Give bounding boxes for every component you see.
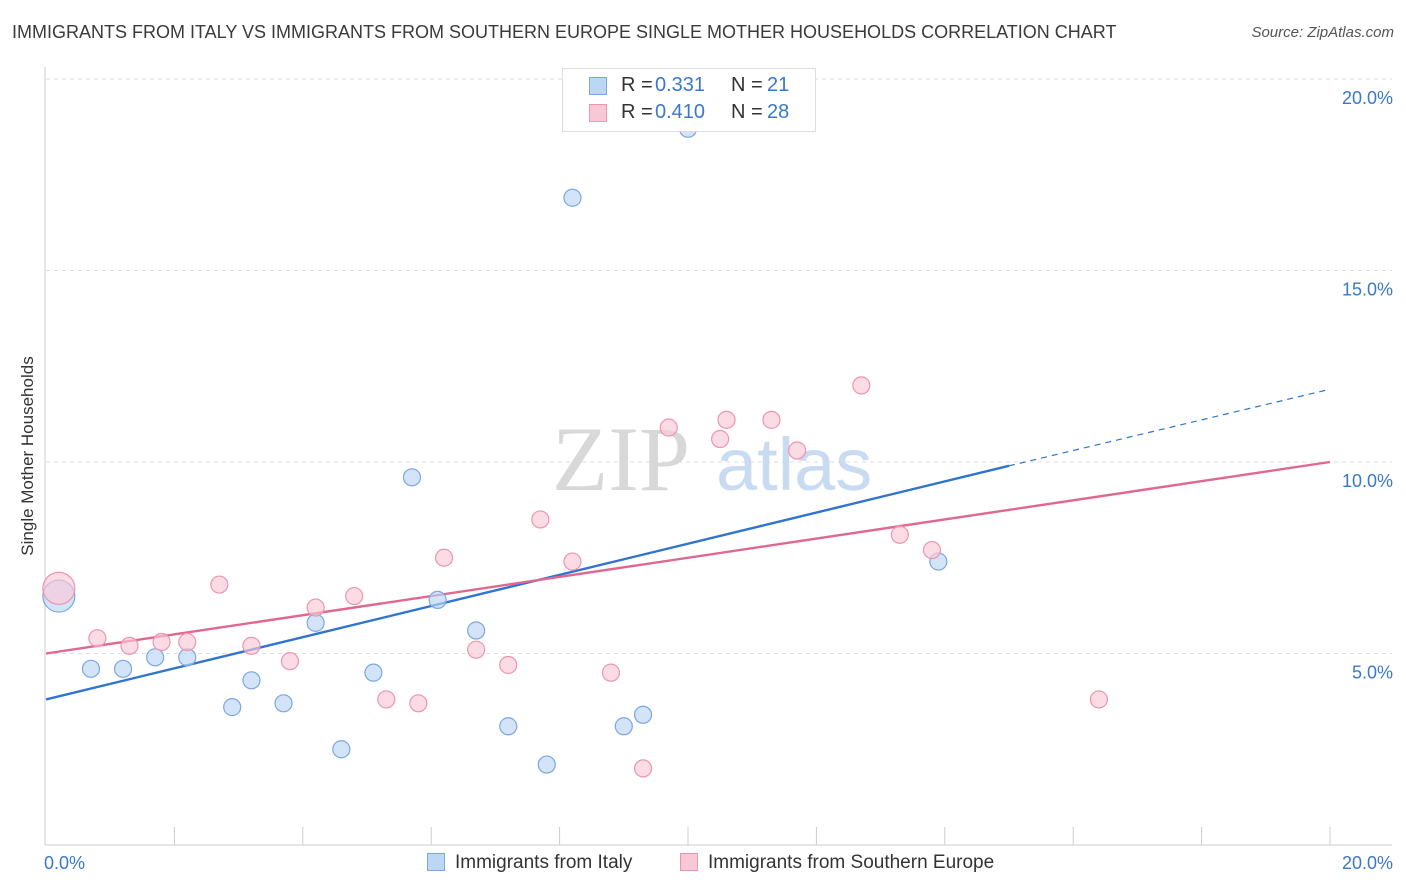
point-italy	[428, 590, 447, 609]
bottom-legend-italy: Immigrants from Italy	[427, 852, 632, 874]
legend-r-value: 0.410	[655, 101, 706, 123]
y-tick-label: 10.0%	[1342, 471, 1393, 491]
point-italy	[223, 698, 242, 717]
point-italy	[364, 663, 383, 682]
chart-title: IMMIGRANTS FROM ITALY VS IMMIGRANTS FROM…	[12, 22, 1117, 42]
point-italy	[467, 621, 486, 640]
point-italy	[146, 648, 165, 667]
y-tick-label: 5.0%	[1352, 663, 1393, 683]
legend-n-value: 21	[767, 74, 790, 96]
point-italy	[242, 671, 261, 690]
point-se	[178, 632, 197, 652]
y-tick-label: 15.0%	[1342, 280, 1393, 300]
point-se	[377, 690, 396, 709]
point-se	[710, 429, 730, 449]
point-se	[601, 663, 621, 682]
point-se	[242, 636, 261, 655]
point-se	[88, 629, 107, 648]
bottom-legend-label-se: Immigrants from Southern Europe	[708, 852, 995, 873]
legend-n-label: N =	[731, 74, 763, 96]
trendline-extension-italy	[1008, 388, 1331, 467]
point-italy	[402, 468, 422, 487]
point-se	[306, 598, 325, 617]
bottom-legend-swatch-italy	[427, 853, 445, 871]
point-italy	[113, 659, 133, 678]
legend-swatch-italy	[589, 77, 607, 95]
point-se	[531, 510, 550, 529]
bottom-legend-swatch-se	[680, 853, 698, 871]
grid-layer	[46, 78, 1392, 654]
legend-swatch-se	[589, 104, 607, 122]
bottom-legend-label-italy: Immigrants from Italy	[455, 852, 633, 873]
point-se	[210, 575, 229, 594]
y-tick-label: 20.0%	[1342, 88, 1393, 108]
point-se	[717, 410, 736, 429]
point-se	[42, 571, 76, 605]
legend-r-label: R =	[621, 101, 653, 123]
point-se	[280, 652, 300, 671]
watermark-atlas: atlas	[716, 423, 872, 506]
ticks-layer: 5.0% 10.0% 15.0% 20.0% 0.0% 20.0%	[44, 88, 1393, 873]
x-tick-label-right: 20.0%	[1342, 853, 1393, 873]
point-italy	[306, 613, 325, 632]
point-se	[852, 376, 871, 395]
point-italy	[332, 740, 351, 759]
point-se	[152, 632, 171, 652]
point-italy	[563, 188, 582, 207]
point-se	[890, 525, 909, 544]
legend-n-label: N =	[731, 101, 763, 123]
point-italy	[178, 648, 197, 667]
point-se	[633, 759, 653, 778]
point-italy	[614, 717, 633, 736]
point-se	[345, 586, 364, 606]
point-se	[788, 441, 807, 460]
point-se	[563, 552, 582, 571]
point-italy	[633, 705, 653, 724]
axes-layer	[44, 67, 1392, 846]
point-se	[1089, 690, 1108, 709]
bottom-legend-se: Immigrants from Southern Europe	[680, 852, 994, 874]
point-se	[762, 410, 781, 429]
trendline-se	[45, 460, 1331, 655]
point-italy	[81, 659, 101, 678]
point-se	[499, 655, 518, 675]
point-italy	[274, 694, 293, 713]
point-italy	[499, 717, 518, 736]
legend-r-label: R =	[621, 74, 653, 96]
x-tick-label-left: 0.0%	[44, 853, 85, 873]
point-se	[120, 636, 139, 655]
source-label: Source: ZipAtlas.com	[1251, 24, 1394, 41]
watermark: ZIP atlas	[552, 408, 872, 510]
point-se	[659, 418, 678, 437]
trend-layer	[45, 388, 1331, 701]
point-se	[467, 640, 486, 659]
correlation-legend: R = 0.331 N = 21 R = 0.410 N = 28	[562, 68, 816, 132]
point-se	[434, 548, 454, 567]
legend-n-value: 28	[767, 101, 790, 123]
legend-r-value: 0.331	[655, 74, 706, 96]
point-se	[922, 540, 942, 560]
point-italy	[537, 755, 556, 774]
point-se	[409, 694, 428, 713]
